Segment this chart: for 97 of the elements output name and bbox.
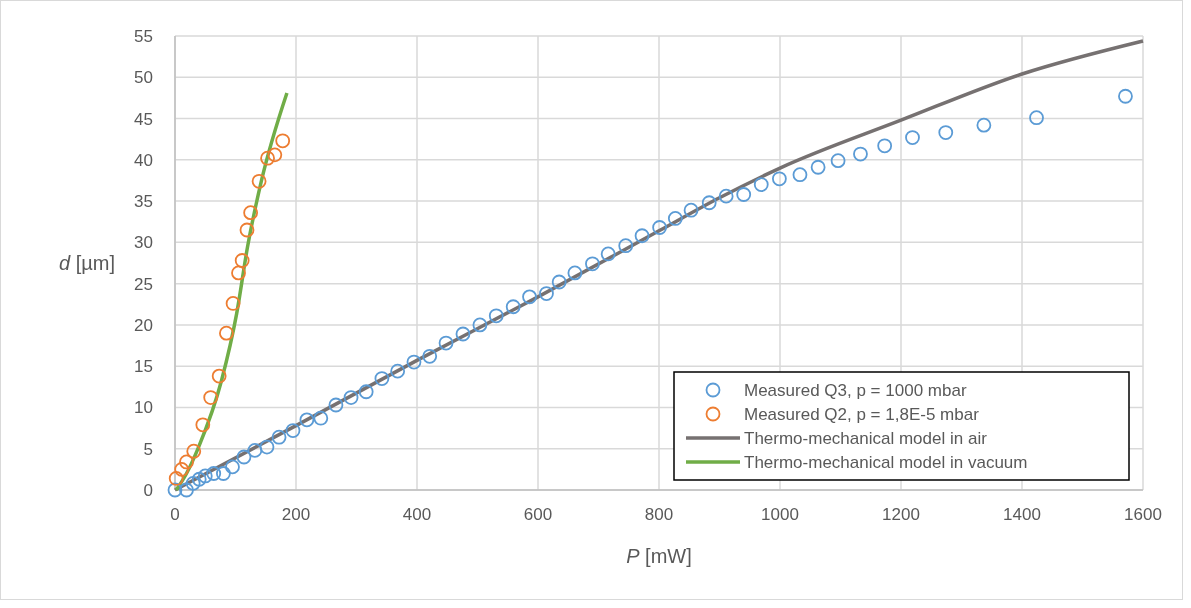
point (618, 238, 634, 254)
y-tick-label: 5 (143, 439, 153, 459)
point (185, 476, 201, 491)
x-tick-label: 1200 (882, 505, 920, 524)
point (472, 317, 488, 333)
x-tick-label: 1000 (761, 505, 799, 524)
point (634, 228, 650, 244)
y-tick-label: 40 (134, 150, 153, 170)
point (285, 423, 301, 438)
point (600, 246, 616, 262)
legend-label: Measured Q3, p = 1000 mbar (744, 381, 967, 400)
point (505, 299, 521, 315)
x-tick-label: 200 (281, 505, 311, 524)
point (406, 354, 422, 370)
point (830, 153, 846, 169)
y-tick-label: 15 (134, 357, 153, 377)
point (358, 384, 374, 400)
y-tick-label: 0 (143, 481, 153, 500)
point (810, 159, 826, 175)
y-tick-label: 45 (134, 109, 153, 129)
point (374, 371, 390, 386)
point (211, 368, 227, 384)
point (438, 335, 454, 351)
y-tick-label: 35 (134, 192, 153, 212)
point (753, 177, 769, 192)
x-tick-label: 0 (170, 505, 180, 524)
point (736, 187, 752, 202)
point (299, 412, 315, 428)
point (539, 286, 554, 301)
x-tick-label: 600 (523, 505, 553, 524)
point (168, 471, 184, 486)
y-tick-label: 25 (134, 274, 153, 294)
point (905, 130, 920, 145)
point (522, 289, 537, 305)
point (206, 466, 222, 481)
point (455, 326, 471, 342)
y-tick-label: 50 (134, 68, 153, 88)
point (877, 138, 893, 154)
legend-label: Measured Q2, p = 1,8E-5 mbar (744, 405, 980, 424)
point (853, 146, 868, 162)
point (243, 205, 259, 221)
point (179, 454, 194, 470)
point (191, 471, 207, 487)
x-tick-label: 1400 (1003, 505, 1041, 524)
y-tick-label: 20 (134, 315, 153, 335)
x-tick-label: 1600 (1124, 505, 1162, 524)
point (567, 265, 583, 281)
point (652, 220, 668, 235)
point (231, 265, 246, 281)
point (216, 466, 231, 481)
legend-label: Thermo-mechanical model in air (744, 429, 988, 448)
point (203, 390, 219, 405)
point (683, 202, 699, 218)
point (938, 125, 954, 140)
point (259, 439, 275, 455)
y-tick-label: 55 (134, 27, 153, 46)
point (179, 482, 194, 498)
point (186, 443, 202, 459)
point (195, 417, 211, 433)
legend-label: Thermo-mechanical model in vacuum (744, 453, 1028, 472)
point (197, 468, 213, 484)
point (167, 482, 183, 498)
point (1118, 88, 1133, 104)
y-axis-title: d [µm] (59, 252, 115, 274)
point (551, 274, 567, 290)
point (343, 390, 359, 405)
point (585, 256, 600, 272)
y-tick-label: 10 (134, 398, 153, 418)
point (260, 150, 275, 166)
point (976, 117, 992, 133)
point (390, 363, 406, 379)
point (251, 173, 267, 189)
point (225, 296, 241, 311)
point (267, 147, 283, 163)
point (792, 167, 808, 183)
point (174, 461, 190, 477)
point (234, 253, 250, 268)
x-tick-label: 400 (402, 505, 432, 524)
point (219, 325, 234, 341)
y-tick-label: 30 (134, 233, 153, 253)
point (236, 449, 252, 465)
point (275, 133, 291, 149)
point (247, 442, 263, 458)
point (701, 195, 717, 211)
point (718, 188, 734, 204)
point (488, 308, 504, 324)
point (422, 348, 438, 364)
point (1029, 110, 1044, 126)
point (328, 397, 344, 413)
point (313, 410, 329, 426)
point (772, 171, 787, 187)
point (271, 429, 287, 445)
x-tick-label: 800 (644, 505, 674, 524)
x-axis-title: P [mW] (626, 545, 692, 567)
point (225, 459, 240, 475)
point (667, 211, 683, 226)
point (239, 222, 255, 238)
